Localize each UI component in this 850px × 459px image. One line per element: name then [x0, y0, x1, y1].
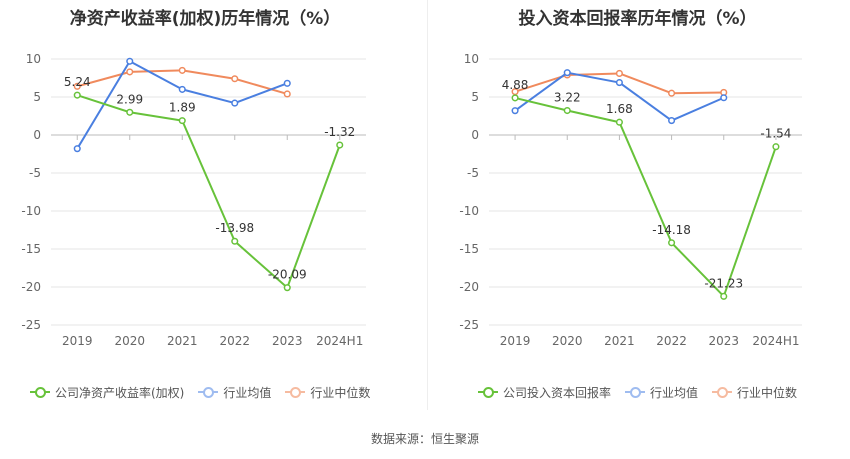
- data-point[interactable]: [178, 85, 186, 93]
- chart-title-roe: 净资产收益率(加权)历年情况（%）: [69, 9, 341, 29]
- series-line-company: [76, 94, 341, 289]
- x-tick-label: 2020: [552, 334, 583, 348]
- data-point[interactable]: [126, 68, 134, 76]
- data-point[interactable]: [283, 90, 291, 98]
- roe-chart: 10 5 0 -5 -10 -15 -20 -25 2019 2020 2021 2022 2023 20…: [21, 52, 366, 348]
- data-source-note: 数据来源：恒生聚源: [370, 432, 479, 446]
- data-label: 3.22: [554, 91, 581, 105]
- x-tick-label: 2023: [708, 334, 739, 348]
- x-tick-label: 2024H1: [752, 334, 799, 348]
- legend-item-industry-avg[interactable]: 行业均值: [198, 384, 271, 401]
- data-point[interactable]: [178, 117, 186, 125]
- data-label: -13.98: [215, 221, 254, 235]
- y-tick-label: -10: [459, 204, 479, 218]
- y-tick-label: -25: [459, 318, 479, 332]
- x-tick-label: 2021: [604, 334, 635, 348]
- data-point[interactable]: [563, 106, 571, 115]
- legend-marker-icon: [198, 386, 219, 398]
- data-point[interactable]: [720, 292, 728, 300]
- data-point[interactable]: [126, 57, 134, 65]
- chart-title-roic: 投入资本回报率历年情况（%）: [518, 9, 757, 29]
- x-tick-label: 2024H1: [316, 334, 363, 348]
- data-label: 5.24: [64, 75, 91, 89]
- legend-marker-icon: [30, 386, 50, 398]
- y-tick-label: 10: [464, 52, 479, 66]
- data-label: -1.32: [324, 125, 355, 139]
- legend-item-company-roic[interactable]: 公司投入资本回报率: [478, 384, 611, 401]
- roic-chart: 10 5 0 -5 -10 -15 -20 -25 2019 2020 2021 2022 2023 20…: [459, 52, 802, 348]
- legend-item-industry-avg[interactable]: 行业均值: [625, 384, 698, 401]
- y-tick-label: -5: [467, 166, 479, 180]
- legend-item-company-roe[interactable]: 公司净资产收益率(加权): [30, 384, 184, 401]
- data-point[interactable]: [178, 66, 186, 74]
- x-tick-label: 2021: [167, 334, 198, 348]
- data-point[interactable]: [231, 99, 239, 107]
- data-point[interactable]: [668, 117, 676, 125]
- data-point[interactable]: [126, 108, 134, 116]
- legend-item-industry-median[interactable]: 行业中位数: [285, 384, 370, 401]
- roe-legend: 公司净资产收益率(加权) 行业均值 行业中位数: [30, 382, 384, 402]
- legend-label: 公司投入资本回报率: [503, 385, 612, 400]
- legend-label: 行业中位数: [310, 385, 371, 400]
- y-tick-label: 5: [471, 90, 479, 104]
- data-point[interactable]: [563, 69, 571, 77]
- data-point[interactable]: [231, 237, 239, 245]
- y-tick-label: 0: [33, 128, 41, 142]
- x-tick-label: 2022: [656, 334, 687, 348]
- legend-marker-icon: [712, 386, 733, 398]
- legend-label: 公司净资产收益率(加权): [55, 385, 185, 400]
- y-tick-label: 5: [33, 90, 41, 104]
- data-point[interactable]: [73, 91, 81, 99]
- data-point[interactable]: [668, 89, 676, 97]
- legend-label: 行业均值: [650, 385, 699, 400]
- data-label: -14.18: [652, 223, 691, 237]
- y-tick-label: -15: [459, 242, 479, 256]
- data-point[interactable]: [615, 118, 623, 126]
- y-tick-label: 0: [471, 128, 479, 142]
- y-tick-label: -5: [29, 166, 41, 180]
- data-point[interactable]: [668, 239, 676, 247]
- data-label: -1.54: [760, 127, 791, 141]
- data-point[interactable]: [336, 141, 344, 149]
- legend-marker-icon: [478, 386, 498, 398]
- legend-marker-icon: [285, 386, 306, 398]
- data-point[interactable]: [511, 107, 519, 115]
- data-point[interactable]: [231, 75, 239, 83]
- data-label: 4.88: [502, 78, 529, 92]
- y-tick-label: -10: [21, 204, 41, 218]
- data-point[interactable]: [73, 145, 81, 153]
- legend-label: 行业均值: [223, 385, 272, 400]
- series-line-company: [514, 96, 777, 298]
- data-point[interactable]: [615, 69, 623, 77]
- data-point[interactable]: [772, 143, 780, 151]
- data-label: 1.68: [606, 102, 633, 116]
- data-label: 1.89: [169, 101, 196, 115]
- legend-marker-icon: [625, 386, 646, 398]
- x-tick-label: 2022: [219, 334, 250, 348]
- x-tick-label: 2019: [62, 334, 93, 348]
- y-tick-label: -15: [21, 242, 41, 256]
- data-label: -21.23: [704, 276, 743, 290]
- roic-legend: 公司投入资本回报率 行业均值 行业中位数: [478, 382, 811, 402]
- x-tick-label: 2023: [272, 334, 303, 348]
- data-point[interactable]: [283, 79, 291, 87]
- x-tick-label: 2020: [114, 334, 145, 348]
- y-tick-label: -20: [459, 280, 479, 294]
- data-point[interactable]: [73, 82, 81, 90]
- y-tick-label: -20: [21, 280, 41, 294]
- data-label: 2.99: [116, 92, 143, 106]
- y-tick-label: 10: [26, 52, 41, 66]
- legend-item-industry-median[interactable]: 行业中位数: [712, 384, 797, 401]
- x-tick-label: 2019: [500, 334, 531, 348]
- data-point[interactable]: [283, 284, 291, 292]
- legend-label: 行业中位数: [737, 385, 798, 400]
- panel-divider: [427, 0, 428, 410]
- data-label: -20.09: [268, 268, 307, 282]
- data-point[interactable]: [720, 94, 728, 102]
- data-point[interactable]: [615, 79, 623, 87]
- data-point[interactable]: [511, 94, 519, 102]
- y-tick-label: -25: [21, 318, 41, 332]
